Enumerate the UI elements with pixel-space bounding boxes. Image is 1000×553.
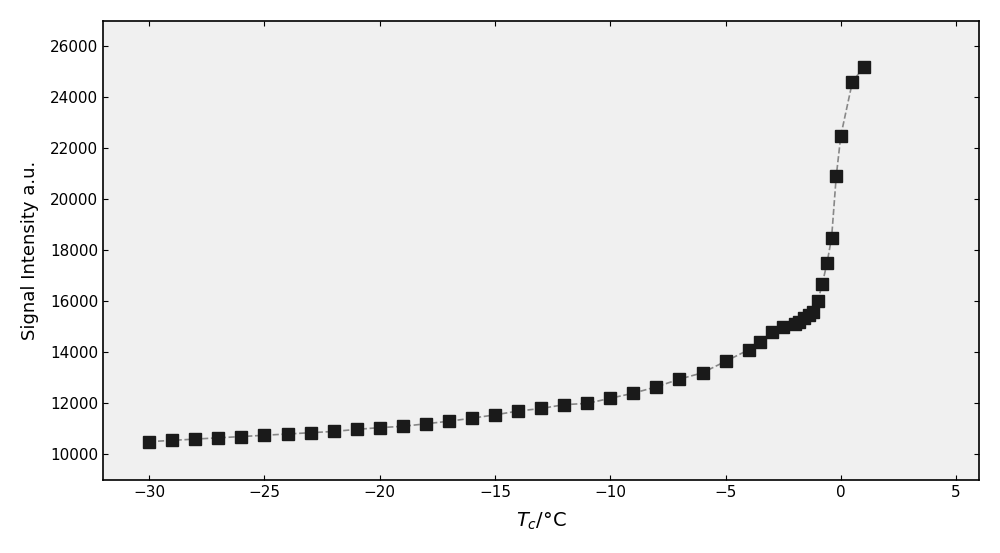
Y-axis label: Signal Intensity a.u.: Signal Intensity a.u. xyxy=(21,161,39,340)
X-axis label: $T_c$/°C: $T_c$/°C xyxy=(516,511,567,532)
